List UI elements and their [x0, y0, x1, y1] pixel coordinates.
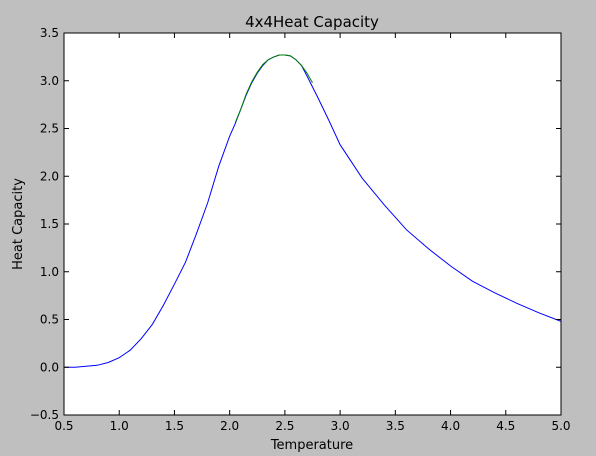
series-line-1 [64, 54, 562, 368]
x-tick-label: 3.0 [331, 419, 350, 433]
series-line-2 [234, 54, 313, 123]
y-tick-label: 3.5 [40, 26, 59, 40]
x-tick-label: 3.5 [386, 419, 405, 433]
x-tick-label: 4.0 [441, 419, 460, 433]
x-tick-label: 2.0 [220, 419, 239, 433]
y-tick-label: 1.0 [40, 265, 59, 279]
y-tick-label: −0.5 [30, 408, 59, 422]
chart-title: 4x4Heat Capacity [245, 13, 379, 31]
y-tick-label: 3.0 [40, 74, 59, 88]
y-tick-label: 1.5 [40, 217, 59, 231]
axis-ticks: 0.5 1.0 1.5 2.0 2.5 3.0 3.5 4.0 4.5 5.0 −0.5 0.0 0.5… [30, 26, 571, 433]
series-lines [64, 54, 562, 368]
y-tick-label: 0.5 [40, 313, 59, 327]
x-axis-label: Temperature [270, 438, 353, 453]
y-axis-label: Heat Capacity [11, 178, 26, 270]
plot-area [64, 33, 561, 415]
y-tick-label: 2.0 [40, 169, 59, 183]
x-tick-label: 2.5 [275, 419, 294, 433]
x-tick-label: 1.5 [165, 419, 184, 433]
x-tick-label: 0.5 [54, 419, 73, 433]
x-tick-label: 4.5 [496, 419, 515, 433]
y-tick-label: 2.5 [40, 122, 59, 136]
x-tick-label: 1.0 [110, 419, 129, 433]
x-tick-label: 5.0 [551, 419, 570, 433]
y-tick-label: 0.0 [40, 360, 59, 374]
